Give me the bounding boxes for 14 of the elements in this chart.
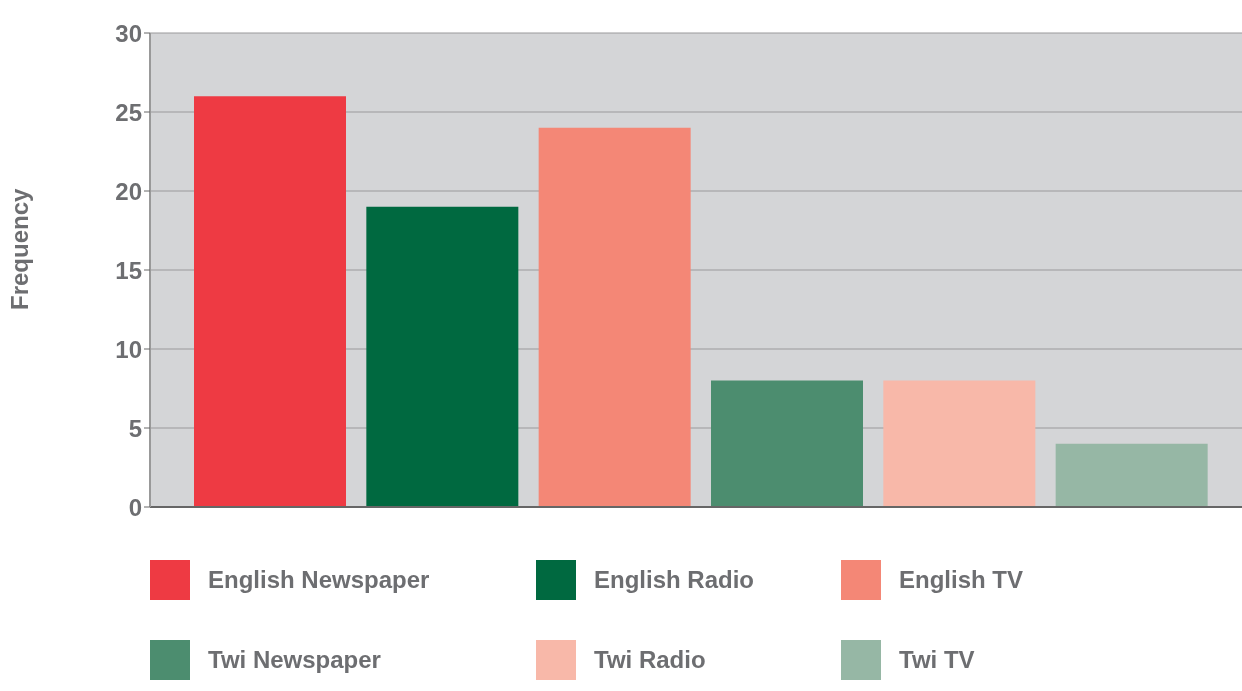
y-tick-label: 10 [115,335,142,363]
legend-label: Twi Newspaper [208,646,381,673]
y-tick-label: 20 [115,177,142,205]
y-tick-label: 15 [115,256,142,284]
y-tick-label: 25 [115,98,142,126]
y-tick-label: 30 [115,19,142,47]
legend-label: English Radio [594,566,755,593]
legend-label: English TV [899,566,1024,593]
y-tick-label: 0 [128,493,142,521]
y-tick-label: 5 [128,414,142,442]
y-axis-title: Frequency [5,187,33,310]
legend-label: Twi Radio [594,646,706,673]
legend-label: English Newspaper [208,566,430,593]
legend-label: Twi TV [899,646,975,673]
